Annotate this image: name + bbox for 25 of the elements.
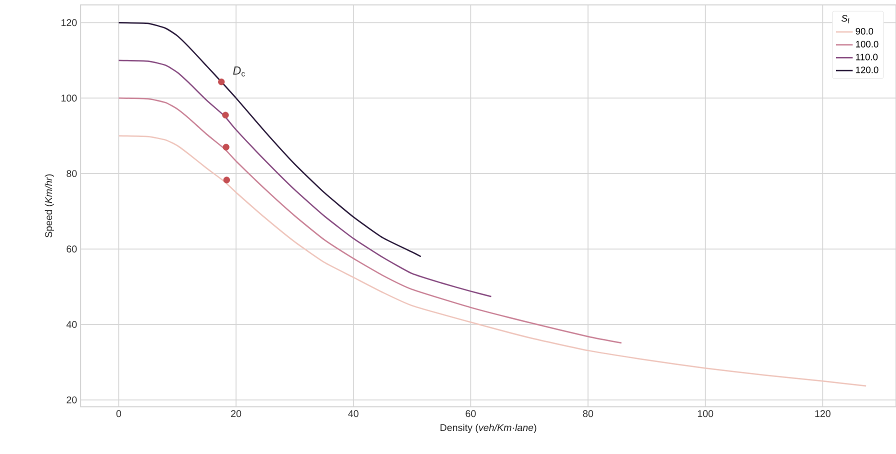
y-tick-label: 40 xyxy=(66,321,77,328)
y-tick-label: 120 xyxy=(62,19,77,26)
legend-label: 90.0 xyxy=(856,28,874,35)
y-tick-label: 60 xyxy=(66,246,77,252)
x-tick-label: 40 xyxy=(348,410,358,418)
line-series xyxy=(118,97,622,344)
annotation: D$_{c}$ xyxy=(233,66,245,76)
legend-title: S$_{f}$ xyxy=(842,15,850,24)
y-axis-title: Speed (Km/hr) xyxy=(44,174,54,238)
y-tick-label: 100 xyxy=(62,94,77,102)
x-tick-label: 80 xyxy=(583,410,594,418)
legend-label: 100.0 xyxy=(856,40,878,48)
y-tick-label: 20 xyxy=(66,396,77,404)
x-tick-label: 20 xyxy=(231,410,242,418)
x-axis-title: Density (veh/Km·lane) xyxy=(440,424,536,434)
x-tick-label: 0 xyxy=(116,410,122,418)
x-tick-label: 100 xyxy=(698,410,714,418)
legend-label: 120.0 xyxy=(856,66,878,74)
x-tick-label: 120 xyxy=(815,410,830,418)
line-series xyxy=(118,22,422,258)
legend-label: 110.0 xyxy=(856,54,878,60)
line-series xyxy=(118,135,867,387)
y-tick-label: 80 xyxy=(66,170,77,178)
line-series xyxy=(118,60,492,298)
x-tick-label: 60 xyxy=(466,410,476,418)
